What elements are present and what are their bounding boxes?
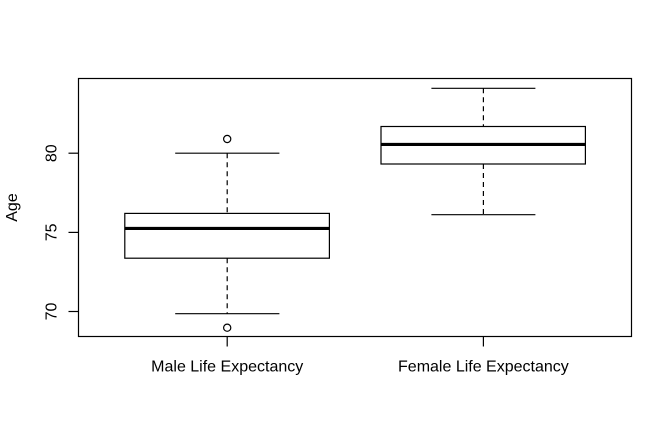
svg-text:Female Life Expectancy: Female Life Expectancy bbox=[398, 359, 569, 376]
svg-text:75: 75 bbox=[43, 223, 60, 241]
svg-text:Age: Age bbox=[4, 193, 21, 222]
svg-text:80: 80 bbox=[43, 144, 60, 162]
svg-text:70: 70 bbox=[43, 303, 60, 321]
svg-text:Male Life Expectancy: Male Life Expectancy bbox=[151, 359, 303, 376]
